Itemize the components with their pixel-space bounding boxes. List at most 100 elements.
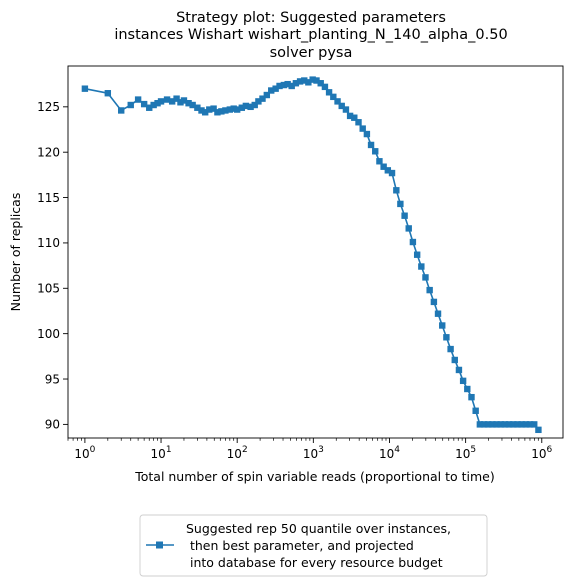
data-point-64 bbox=[388, 169, 396, 177]
data-point-45 bbox=[309, 76, 316, 83]
data-point-68 bbox=[405, 225, 412, 232]
data-point-5 bbox=[140, 100, 148, 108]
data-point-50 bbox=[330, 93, 337, 101]
y-axis-label: Number of replicas bbox=[8, 193, 23, 312]
legend: Suggested rep 50 quantile over instances… bbox=[139, 514, 488, 577]
data-point-44 bbox=[305, 79, 312, 86]
data-point-89 bbox=[493, 421, 500, 428]
data-point-57 bbox=[359, 125, 366, 132]
data-point-54 bbox=[346, 112, 354, 120]
data-point-66 bbox=[397, 200, 404, 208]
data-point-25 bbox=[226, 106, 234, 113]
data-point-87 bbox=[485, 421, 492, 428]
data-point-58 bbox=[363, 130, 371, 138]
series-layer bbox=[81, 76, 542, 434]
data-point-29 bbox=[242, 102, 250, 110]
data-point-53 bbox=[342, 106, 350, 113]
data-point-65 bbox=[393, 187, 400, 194]
x-axis-ticks: 100 101 102 103 104 105 106 bbox=[67, 438, 553, 461]
data-point-0 bbox=[81, 85, 89, 92]
data-point-3 bbox=[127, 101, 134, 109]
title-line-3: solver pysa bbox=[270, 45, 353, 61]
data-point-83 bbox=[468, 393, 475, 401]
legend-label-line-2: then best parameter, and projected bbox=[186, 538, 414, 553]
data-point-37 bbox=[276, 82, 283, 90]
data-point-14 bbox=[180, 97, 188, 104]
data-point-92 bbox=[505, 421, 513, 428]
x-tick-label-2: 102 bbox=[227, 445, 248, 461]
data-point-1 bbox=[104, 90, 112, 97]
data-point-21 bbox=[210, 105, 217, 112]
data-point-30 bbox=[247, 103, 254, 111]
data-point-80 bbox=[455, 366, 463, 374]
data-point-72 bbox=[422, 274, 429, 281]
data-point-82 bbox=[464, 385, 471, 393]
data-point-31 bbox=[251, 101, 258, 109]
data-point-69 bbox=[409, 238, 417, 246]
data-point-52 bbox=[338, 102, 345, 110]
data-point-38 bbox=[280, 81, 288, 89]
data-point-6 bbox=[146, 104, 153, 111]
data-point-47 bbox=[317, 80, 324, 87]
data-point-94 bbox=[514, 421, 521, 428]
data-point-16 bbox=[189, 101, 196, 109]
data-point-8 bbox=[154, 100, 161, 107]
data-point-63 bbox=[384, 167, 392, 174]
y-tick-label-6: 120 bbox=[37, 145, 60, 159]
data-point-28 bbox=[238, 104, 246, 111]
y-tick-label-3: 105 bbox=[37, 282, 60, 296]
data-point-13 bbox=[177, 99, 184, 106]
data-point-91 bbox=[501, 421, 509, 428]
data-point-84 bbox=[472, 407, 479, 414]
title-line-2: instances Wishart wishart_planting_N_140… bbox=[114, 27, 507, 43]
data-point-76 bbox=[439, 322, 446, 329]
x-tick-label-5: 105 bbox=[455, 445, 476, 461]
data-point-71 bbox=[418, 263, 425, 270]
data-point-62 bbox=[380, 163, 387, 170]
data-point-56 bbox=[355, 119, 362, 126]
data-point-99 bbox=[535, 426, 542, 434]
data-point-20 bbox=[206, 106, 213, 113]
data-point-23 bbox=[218, 108, 225, 115]
data-point-98 bbox=[531, 421, 538, 428]
x-tick-label-6: 106 bbox=[531, 445, 552, 461]
chart-title: Strategy plot: Suggested parameters inst… bbox=[114, 10, 507, 61]
data-point-17 bbox=[194, 104, 201, 111]
data-point-7 bbox=[150, 101, 157, 109]
title-line-1: Strategy plot: Suggested parameters bbox=[176, 10, 446, 26]
data-point-86 bbox=[480, 421, 488, 428]
axes-frame bbox=[67, 65, 564, 439]
plot-area bbox=[67, 65, 564, 439]
legend-label-line-1: Suggested rep 50 quantile over instances… bbox=[186, 521, 451, 536]
data-point-36 bbox=[272, 85, 279, 92]
data-point-10 bbox=[163, 96, 171, 103]
x-tick-label-4: 104 bbox=[379, 445, 400, 461]
data-point-34 bbox=[263, 91, 271, 99]
data-point-51 bbox=[334, 98, 341, 105]
data-point-18 bbox=[198, 107, 205, 114]
data-point-39 bbox=[284, 80, 291, 88]
data-point-9 bbox=[157, 98, 165, 105]
data-point-42 bbox=[296, 78, 304, 85]
data-point-67 bbox=[401, 212, 408, 219]
data-point-81 bbox=[459, 377, 467, 385]
y-tick-label-2: 100 bbox=[37, 327, 60, 341]
series-line-0 bbox=[84, 78, 540, 431]
data-point-19 bbox=[201, 109, 209, 116]
y-tick-label-0: 90 bbox=[45, 418, 60, 432]
data-point-93 bbox=[510, 421, 517, 428]
x-tick-label-1: 101 bbox=[151, 445, 172, 461]
data-point-2 bbox=[118, 107, 125, 114]
legend-square-marker bbox=[156, 541, 163, 549]
data-point-33 bbox=[259, 95, 266, 102]
data-point-78 bbox=[447, 345, 454, 353]
data-point-24 bbox=[222, 107, 229, 114]
data-point-26 bbox=[230, 105, 237, 112]
data-point-96 bbox=[522, 421, 530, 428]
data-point-32 bbox=[255, 98, 262, 105]
y-tick-label-5: 115 bbox=[37, 191, 60, 205]
data-point-77 bbox=[443, 334, 450, 341]
data-point-70 bbox=[413, 251, 421, 258]
data-point-49 bbox=[325, 89, 333, 96]
